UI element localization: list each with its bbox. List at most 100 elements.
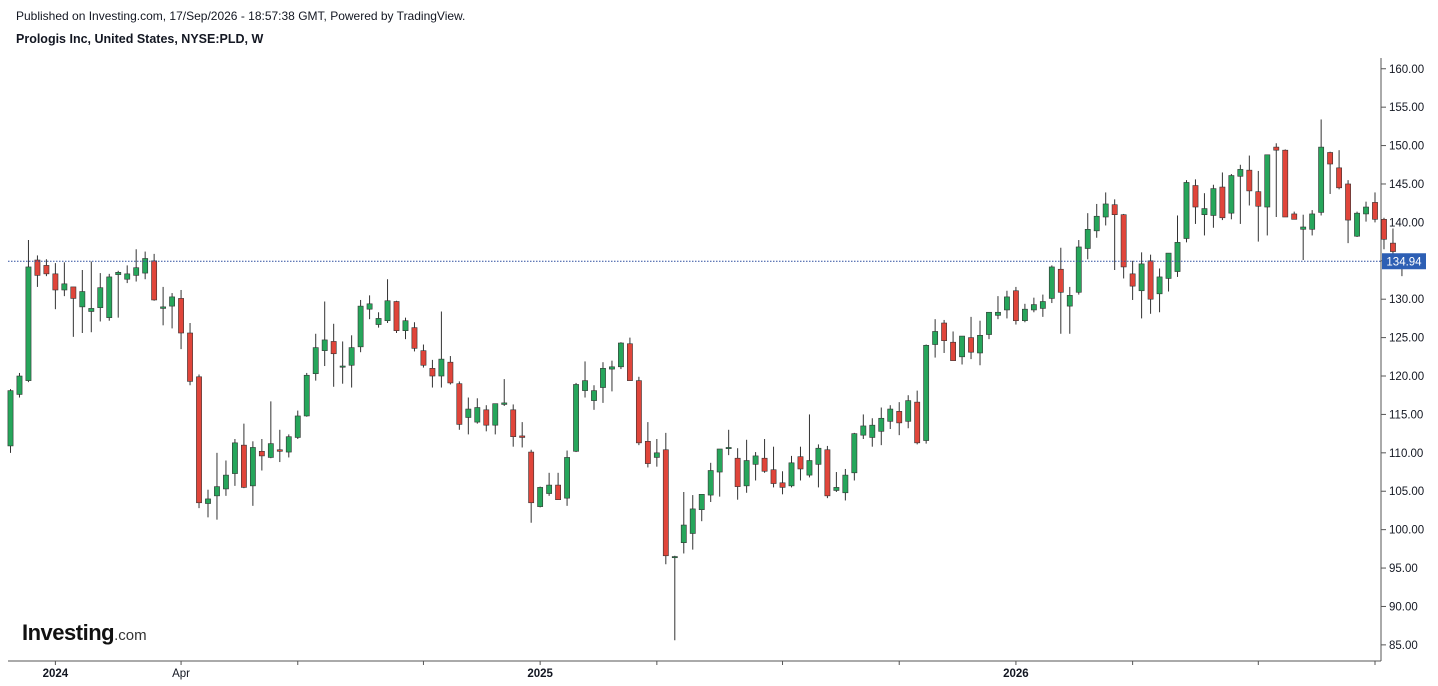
candle-up: [564, 450, 570, 506]
candle-down: [914, 390, 921, 445]
candle-body: [106, 276, 113, 318]
candle-down: [1120, 213, 1127, 279]
candle-body: [662, 449, 669, 557]
candle-up: [1264, 154, 1271, 236]
candle-body: [716, 448, 723, 473]
candle-up: [680, 492, 687, 554]
candle-body: [761, 457, 768, 472]
y-tick-label: 155.00: [1389, 102, 1424, 114]
candle-up: [815, 444, 822, 488]
candle-up: [249, 441, 256, 506]
candle-up: [671, 555, 678, 641]
candle-body: [1022, 308, 1028, 322]
candle-up: [285, 434, 292, 458]
candle-down: [644, 422, 651, 468]
candle-up: [716, 448, 723, 497]
candle-body: [169, 296, 175, 307]
candle-body: [851, 433, 858, 474]
candle-body: [187, 332, 193, 382]
y-tick-label: 90.00: [1389, 601, 1418, 613]
candle-body: [1048, 266, 1055, 299]
candle-up: [600, 362, 606, 403]
candle-up: [1093, 203, 1100, 238]
candle-body: [869, 424, 876, 438]
candle-body: [995, 311, 1001, 316]
candle-up: [294, 410, 301, 440]
candle-body: [600, 368, 606, 388]
candle-up: [402, 317, 409, 340]
candle-body: [1039, 301, 1046, 309]
candle-body: [312, 347, 319, 375]
candle-down: [276, 429, 283, 463]
candle-up: [1138, 252, 1145, 319]
y-tick-label: 150.00: [1389, 141, 1424, 153]
candle-up: [79, 270, 86, 333]
candle-down: [151, 253, 158, 301]
candle-body: [303, 374, 310, 417]
candle-up: [223, 460, 229, 496]
candle-up: [384, 279, 391, 324]
candle-body: [366, 303, 373, 310]
candle-up: [1004, 290, 1010, 319]
candle-down: [1111, 199, 1118, 271]
candle-body: [456, 383, 463, 425]
candle-body: [1372, 202, 1378, 220]
x-tick-label: Apr: [172, 668, 190, 680]
candle-up: [1102, 192, 1109, 226]
candle-body: [734, 457, 741, 487]
candle-up: [986, 311, 992, 340]
candle-body: [932, 331, 939, 345]
candle-up: [1237, 164, 1244, 224]
candle-up: [88, 261, 95, 333]
candle-body: [402, 320, 409, 331]
candle-body: [1084, 228, 1091, 249]
candle-down: [34, 255, 41, 287]
candle-body: [420, 350, 427, 366]
candle-down: [770, 446, 777, 488]
candle-body: [1102, 203, 1109, 218]
candle-body: [52, 273, 59, 291]
candle-body: [438, 358, 445, 377]
last-price-line: 134.94: [8, 253, 1426, 270]
candle-down: [411, 322, 418, 352]
candle-body: [573, 384, 579, 452]
candle-body: [1192, 185, 1199, 208]
candle-up: [124, 265, 131, 284]
candle-up: [7, 389, 14, 453]
candle-up: [232, 439, 238, 486]
candle-up: [1318, 119, 1325, 216]
candle-body: [61, 283, 68, 291]
candle-body: [1282, 149, 1289, 218]
y-tick-label: 160.00: [1389, 64, 1424, 76]
candle-body: [205, 498, 211, 504]
candle-body: [725, 447, 732, 449]
candle-body: [1111, 204, 1118, 216]
candle-body: [133, 267, 140, 276]
candle-up: [465, 397, 472, 435]
investing-logo: Investing.com: [22, 620, 147, 646]
candle-down: [950, 331, 956, 361]
candle-body: [698, 494, 705, 510]
candle-up: [1309, 210, 1316, 236]
last-price-badge: [1382, 253, 1426, 270]
candle-down: [393, 300, 400, 333]
candle-down: [779, 471, 786, 495]
candle-down: [797, 446, 804, 481]
candle-body: [519, 435, 526, 438]
candle-down: [1291, 211, 1298, 220]
x-tick-label: 2024: [43, 668, 69, 680]
y-tick-label: 120.00: [1389, 371, 1424, 383]
candle-body: [1201, 208, 1208, 216]
candle-body: [887, 408, 894, 422]
candle-up: [806, 414, 813, 478]
candle-up: [1363, 201, 1369, 222]
candle-up: [591, 385, 597, 410]
candle-body: [1327, 152, 1334, 165]
candle-up: [537, 486, 544, 508]
candle-body: [582, 380, 588, 391]
candle-body: [1237, 169, 1244, 177]
candle-up: [61, 262, 68, 297]
candle-down: [662, 432, 669, 565]
y-tick-label: 110.00: [1389, 448, 1423, 460]
candle-body: [1255, 191, 1262, 207]
